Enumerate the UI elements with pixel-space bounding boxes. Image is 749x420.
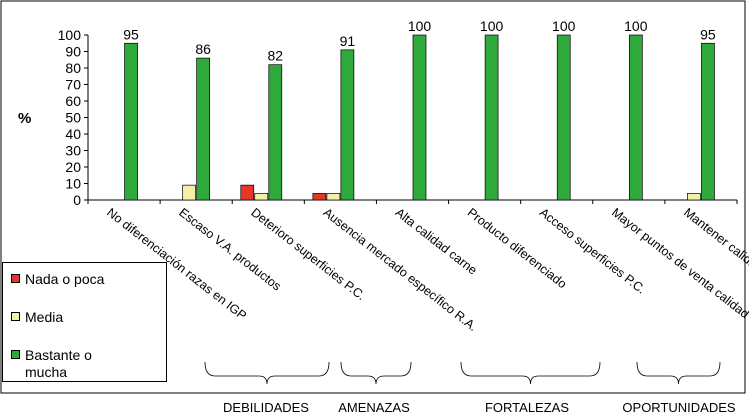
bar <box>124 42 138 201</box>
y-axis-label: % <box>18 110 31 127</box>
data-label: 91 <box>340 33 356 49</box>
legend-swatch-media <box>11 312 20 321</box>
bar <box>312 193 327 201</box>
group-label-amenazas: AMENAZAS <box>338 400 410 415</box>
legend-swatch-nada <box>11 274 20 283</box>
y-tick-label: 90 <box>65 44 81 60</box>
legend-swatch-bastante <box>11 350 20 359</box>
brace-oportunidades <box>636 361 721 385</box>
data-label: 95 <box>700 26 716 42</box>
bar <box>268 64 283 201</box>
y-tick-label: 40 <box>65 126 81 142</box>
y-tick-label: 70 <box>65 77 81 93</box>
y-tick-label: 60 <box>65 93 81 109</box>
x-tick-label: Ausencia mercado específico R.A. <box>321 205 480 334</box>
data-label: 100 <box>480 18 504 34</box>
data-label: 95 <box>123 26 139 42</box>
bar <box>701 42 715 201</box>
bar <box>340 49 355 201</box>
y-tick-label: 30 <box>65 143 81 159</box>
group-label-debilidades: DEBILIDADES <box>223 400 309 415</box>
x-tick-label: Mayor puntos de venta calidad dif. <box>609 205 749 333</box>
legend-label-media: Media <box>25 309 64 325</box>
bar <box>628 34 643 201</box>
group-label-oportunidades: OPORTUNIDADES <box>622 400 736 415</box>
bar <box>196 57 211 201</box>
data-label: 86 <box>195 41 211 57</box>
bar <box>254 193 269 201</box>
y-tick-label: 50 <box>65 110 81 126</box>
bar <box>412 34 427 201</box>
y-tick-label: 80 <box>65 60 81 76</box>
legend: Nada o poca Media Bastante o mucha <box>2 262 167 382</box>
group-label-fortalezas: FORTALEZAS <box>484 400 570 415</box>
bar <box>240 184 255 201</box>
bar <box>687 193 701 201</box>
bar <box>556 34 571 201</box>
y-tick-label: 100 <box>58 27 82 43</box>
data-label: 100 <box>624 18 648 34</box>
brace-fortalezas <box>460 361 601 385</box>
y-tick-label: 20 <box>65 159 81 175</box>
data-label: 82 <box>267 48 283 64</box>
data-label: 100 <box>408 18 432 34</box>
data-label: 100 <box>552 18 576 34</box>
bar <box>182 184 197 201</box>
brace-amenazas <box>340 361 412 385</box>
bar <box>326 193 341 201</box>
x-tick-label: Deterioro superficies P.C. <box>248 205 368 303</box>
brace-debilidades <box>204 361 330 385</box>
legend-label-bastante: Bastante o mucha <box>25 347 92 380</box>
bar <box>484 34 499 201</box>
y-tick-label: 10 <box>65 176 81 192</box>
legend-label-nada: Nada o poca <box>25 271 105 287</box>
y-tick-label: 0 <box>73 192 81 208</box>
chart-border <box>0 0 746 394</box>
